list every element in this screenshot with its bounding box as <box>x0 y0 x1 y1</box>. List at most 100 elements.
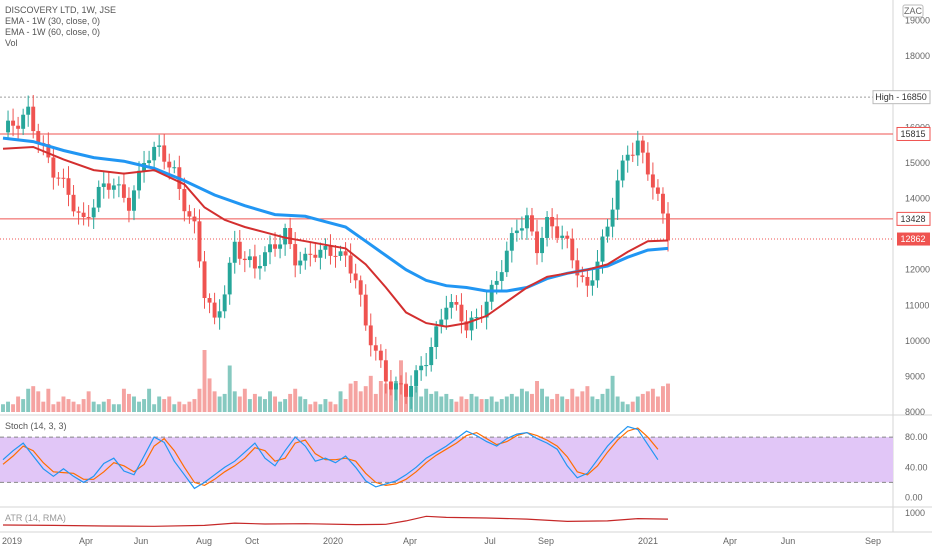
volume-bar <box>585 386 590 412</box>
candle-body <box>378 350 383 361</box>
volume-bar <box>318 404 323 412</box>
stoch-tick-label: 40.00 <box>905 462 928 472</box>
volume-bar <box>388 388 393 412</box>
candle-body <box>615 180 620 210</box>
volume-bar <box>373 393 378 412</box>
candle-body <box>373 345 378 351</box>
volume-bar <box>449 399 454 412</box>
volume-bar <box>86 391 91 412</box>
candle-body <box>101 183 106 187</box>
volume-bar <box>666 383 670 412</box>
volume-bar <box>484 399 489 412</box>
volume-bar <box>519 388 524 412</box>
volume-bar <box>655 396 660 412</box>
volume-bar <box>217 396 222 412</box>
volume-bar <box>212 391 217 412</box>
candle-body <box>595 261 600 281</box>
currency-badge <box>902 4 924 18</box>
candle-body <box>590 280 595 286</box>
volume-bar <box>96 404 101 412</box>
candle-body <box>91 207 96 218</box>
high-label: High - 16850 <box>872 90 931 105</box>
volume-bar <box>590 396 595 412</box>
volume-bar <box>469 393 474 412</box>
volume-bar <box>514 396 519 412</box>
volume-bars <box>1 350 670 412</box>
volume-bar <box>26 388 31 412</box>
candle-body <box>86 217 91 219</box>
volume-bar <box>358 391 363 412</box>
candle-body <box>111 185 116 190</box>
volume-bar <box>222 393 227 412</box>
candle-body <box>459 304 464 322</box>
chart-title: DISCOVERY LTD, 1W, JSE <box>5 5 117 15</box>
candle-body <box>268 244 272 253</box>
volume-bar <box>444 393 449 412</box>
candle-body <box>308 253 313 255</box>
volume-bar <box>36 391 41 412</box>
volume-bar <box>600 393 605 412</box>
candle-body <box>630 154 635 156</box>
candle-body <box>187 211 192 217</box>
candle-body <box>252 256 257 269</box>
candle-body <box>429 346 434 366</box>
volume-bar <box>660 386 665 412</box>
candle-body <box>147 160 152 164</box>
volume-bar <box>570 388 575 412</box>
volume-bar <box>328 401 333 412</box>
candle-body <box>404 384 408 397</box>
candle-body <box>31 106 36 132</box>
atr-axis-ticks: 1000 <box>905 508 925 518</box>
candle-body <box>56 177 61 179</box>
volume-bar <box>192 399 197 412</box>
candle-body <box>368 325 373 346</box>
volume-bar <box>303 399 308 412</box>
candle-body <box>288 227 293 245</box>
ema30-line <box>2 145 669 328</box>
price-tick-label: 9000 <box>905 371 925 381</box>
candle-body <box>424 365 429 367</box>
volume-bar <box>157 396 162 412</box>
candle-body <box>474 317 479 319</box>
volume-bar <box>524 391 529 412</box>
volume-bar <box>650 388 655 412</box>
candle-body <box>650 174 655 188</box>
volume-bar <box>11 404 16 412</box>
candle-body <box>565 235 570 239</box>
candle-body <box>212 302 217 318</box>
volume-bar <box>615 396 620 412</box>
atr-tick-label: 1000 <box>905 508 925 518</box>
candle-body <box>126 197 131 211</box>
candle-body <box>106 183 111 190</box>
ema60-legend: EMA - 1W (60, close, 0) <box>5 27 101 37</box>
time-axis-ticks: 2019 Apr Jun Aug Oct 2020 Apr Jul Sep 2021 Apr Jun S… <box>2 536 881 546</box>
price-tick-label: 10000 <box>905 336 930 346</box>
candle-body <box>545 216 550 238</box>
candle-body <box>635 140 640 156</box>
candle-body <box>293 244 298 266</box>
candle-body <box>26 106 31 115</box>
volume-bar <box>56 401 61 412</box>
volume-bar <box>227 365 232 412</box>
price-tick-label: 15000 <box>905 158 930 168</box>
stoch-k-line <box>2 425 659 490</box>
candle-body <box>16 125 21 129</box>
time-tick-label: Apr <box>403 536 417 546</box>
volume-bar <box>273 396 278 412</box>
candle-body <box>116 184 121 186</box>
candle-body <box>237 241 242 259</box>
candle-body <box>217 311 222 318</box>
candle-body <box>313 254 318 258</box>
candle-body <box>439 319 444 327</box>
time-tick-label: Jun <box>134 536 149 546</box>
candle-body <box>257 266 262 269</box>
candle-body <box>278 244 283 249</box>
support-label: 13428 <box>896 211 931 226</box>
volume-bar <box>298 396 303 412</box>
price-tick-label: 14000 <box>905 194 930 204</box>
candle-body <box>338 251 343 256</box>
candle-body <box>152 146 157 161</box>
volume-bar <box>268 391 272 412</box>
volume-bar <box>237 396 242 412</box>
